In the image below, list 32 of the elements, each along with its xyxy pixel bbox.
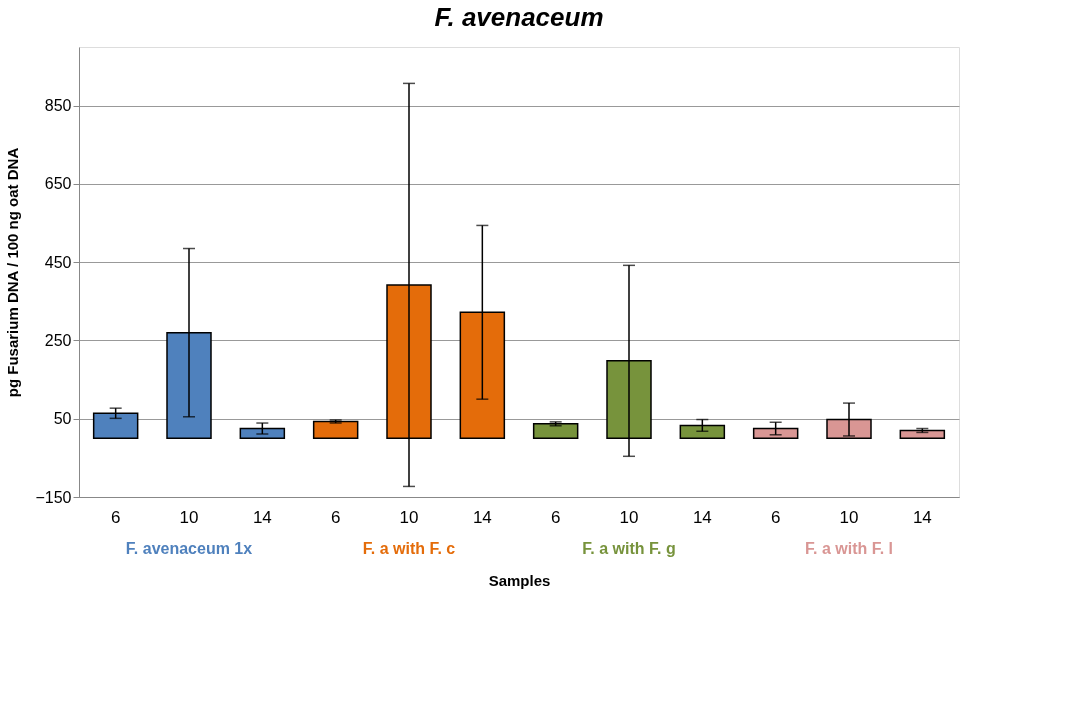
x-tick-label: 10: [619, 507, 639, 527]
bar: [752, 427, 799, 440]
x-tick-label: 6: [550, 507, 561, 527]
bar: [679, 424, 726, 440]
x-tick-label: 6: [770, 507, 781, 527]
x-tick-label: 6: [330, 507, 341, 527]
y-tick-label: 250: [44, 331, 72, 349]
text: F. avenaceum 1x: [125, 540, 253, 557]
text: F. a with F. l: [804, 540, 894, 557]
y-tick-label: 850: [44, 97, 72, 115]
x-tick-label: 14: [252, 507, 272, 527]
bar: [899, 429, 946, 440]
y-tick-label: 450: [44, 253, 72, 271]
x-tick-label: 6: [110, 507, 121, 527]
chart-title: F. avenaceum: [434, 2, 604, 32]
bar: [92, 412, 139, 440]
x-tick-label: 14: [692, 507, 712, 527]
y-axis-title: pg Fusarium DNA / 100 ng oat DNA: [4, 147, 22, 398]
x-tick-label: 14: [912, 507, 932, 527]
x-tick-label: 10: [399, 507, 419, 527]
text: F. a with F. g: [582, 540, 676, 557]
bar: [239, 427, 286, 440]
y-tick-label: 50: [53, 410, 72, 428]
x-tick-label: 10: [179, 507, 199, 527]
text: F. a with F. c: [362, 540, 456, 557]
y-tick-label: −150: [35, 488, 72, 506]
x-axis-title: Samples: [488, 571, 551, 589]
x-tick-label: 10: [839, 507, 859, 527]
y-tick-label: 650: [44, 175, 72, 193]
bar: [312, 420, 359, 440]
x-tick-label: 14: [472, 507, 492, 527]
bar: [532, 423, 579, 440]
